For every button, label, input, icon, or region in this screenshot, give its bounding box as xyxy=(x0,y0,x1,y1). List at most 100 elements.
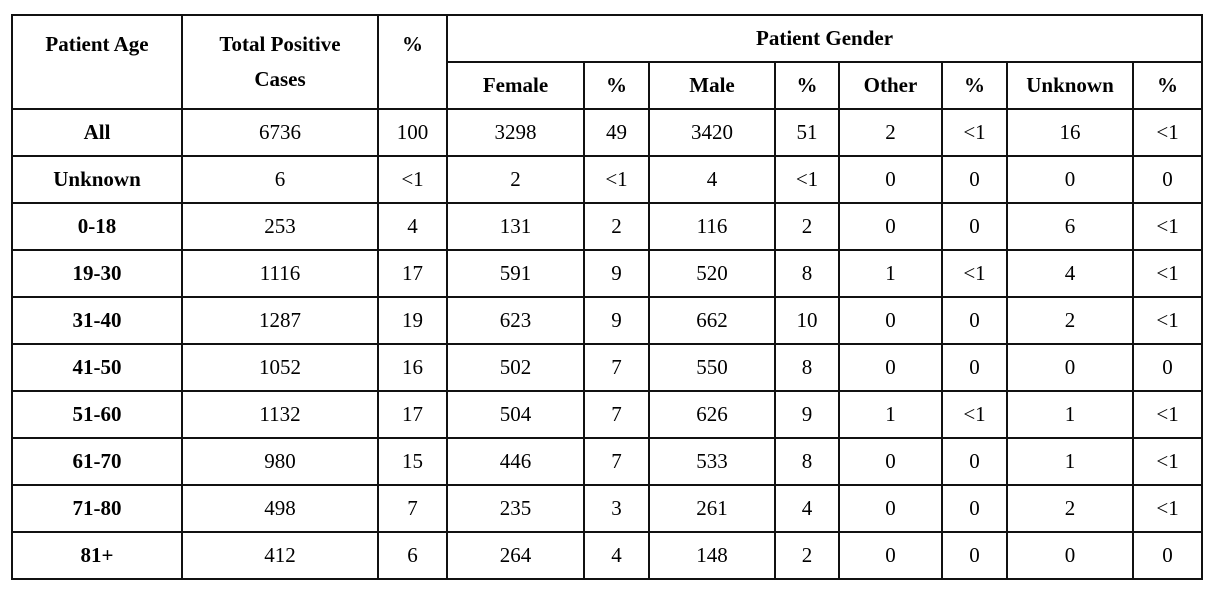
header-female: Female xyxy=(446,61,585,110)
cell-male: 533 xyxy=(648,437,776,486)
cell-total-percent: 17 xyxy=(377,390,448,439)
header-female-percent: % xyxy=(583,61,650,110)
cell-unknown: 2 xyxy=(1006,484,1134,533)
cell-male: 116 xyxy=(648,202,776,251)
cell-female-percent: 9 xyxy=(583,249,650,298)
cell-other-percent: 0 xyxy=(941,437,1008,486)
cell-male-percent: 2 xyxy=(774,531,840,580)
cell-total-percent: 16 xyxy=(377,343,448,392)
cell-total: 980 xyxy=(181,437,379,486)
cell-unknown: 2 xyxy=(1006,296,1134,345)
cell-female-percent: 7 xyxy=(583,390,650,439)
table-row: 61-70 980 15 446 7 533 8 0 0 1 <1 xyxy=(11,437,1204,486)
cell-female-percent: 49 xyxy=(583,108,650,157)
table-row: 31-40 1287 19 623 9 662 10 0 0 2 <1 xyxy=(11,296,1204,345)
cell-female: 2 xyxy=(446,155,585,204)
cell-male-percent: 8 xyxy=(774,343,840,392)
cell-male-percent: 51 xyxy=(774,108,840,157)
cell-total: 6736 xyxy=(181,108,379,157)
cell-other: 0 xyxy=(838,437,943,486)
cell-age: Unknown xyxy=(11,155,183,204)
cell-other: 0 xyxy=(838,296,943,345)
cell-female-percent: 3 xyxy=(583,484,650,533)
cell-male-percent: 8 xyxy=(774,249,840,298)
cell-other-percent: 0 xyxy=(941,202,1008,251)
cell-female-percent: 9 xyxy=(583,296,650,345)
cell-total: 1132 xyxy=(181,390,379,439)
cell-unknown-percent: <1 xyxy=(1131,108,1204,157)
cell-female-percent: 2 xyxy=(583,202,650,251)
cell-other: 0 xyxy=(838,484,943,533)
cell-female-percent: 7 xyxy=(583,437,650,486)
cell-male: 626 xyxy=(648,390,776,439)
cell-female-percent: <1 xyxy=(583,155,650,204)
cell-other: 0 xyxy=(838,531,943,580)
cell-other-percent: 0 xyxy=(941,484,1008,533)
cell-other-percent: <1 xyxy=(941,390,1008,439)
cell-other: 1 xyxy=(838,249,943,298)
cell-unknown-percent: <1 xyxy=(1131,249,1204,298)
cell-unknown: 0 xyxy=(1006,343,1134,392)
cell-male-percent: 4 xyxy=(774,484,840,533)
cell-age: 71-80 xyxy=(11,484,183,533)
cell-male-percent: 9 xyxy=(774,390,840,439)
table-row: 51-60 1132 17 504 7 626 9 1 <1 1 <1 xyxy=(11,390,1204,439)
cell-other: 0 xyxy=(838,343,943,392)
cell-unknown: 0 xyxy=(1006,155,1134,204)
cell-other: 2 xyxy=(838,108,943,157)
header-patient-gender: Patient Gender xyxy=(445,14,1204,63)
cell-total: 1052 xyxy=(181,343,379,392)
cell-total-percent: <1 xyxy=(377,155,448,204)
cell-female-percent: 4 xyxy=(583,531,650,580)
table-row: 71-80 498 7 235 3 261 4 0 0 2 <1 xyxy=(11,484,1204,533)
cell-unknown-percent: 0 xyxy=(1131,343,1204,392)
header-total-positive-cases: Total Positive Cases xyxy=(181,14,379,110)
cell-total-percent: 15 xyxy=(377,437,448,486)
header-unknown: Unknown xyxy=(1006,61,1134,110)
cell-age: 81+ xyxy=(11,531,183,580)
cell-age: 0-18 xyxy=(11,202,183,251)
cell-age: 51-60 xyxy=(11,390,183,439)
table-row: 19-30 1116 17 591 9 520 8 1 <1 4 <1 xyxy=(11,249,1204,298)
cell-unknown: 1 xyxy=(1006,437,1134,486)
cell-female: 264 xyxy=(446,531,585,580)
cell-other: 0 xyxy=(838,155,943,204)
cell-total: 412 xyxy=(181,531,379,580)
cell-male-percent: 2 xyxy=(774,202,840,251)
cell-total: 1287 xyxy=(181,296,379,345)
header-patient-age: Patient Age xyxy=(11,14,183,110)
cell-male: 4 xyxy=(648,155,776,204)
cell-unknown-percent: 0 xyxy=(1131,531,1204,580)
cell-total: 253 xyxy=(181,202,379,251)
table-row: 41-50 1052 16 502 7 550 8 0 0 0 0 xyxy=(11,343,1204,392)
cell-total-percent: 17 xyxy=(377,249,448,298)
cell-unknown-percent: <1 xyxy=(1131,296,1204,345)
cell-total: 1116 xyxy=(181,249,379,298)
cell-total: 498 xyxy=(181,484,379,533)
cell-female: 591 xyxy=(446,249,585,298)
cell-male: 148 xyxy=(648,531,776,580)
cell-male: 662 xyxy=(648,296,776,345)
cell-unknown: 0 xyxy=(1006,531,1134,580)
cell-other-percent: <1 xyxy=(941,108,1008,157)
patient-age-gender-table: Patient Age Total Positive Cases % Patie… xyxy=(11,14,1204,580)
cell-female: 502 xyxy=(446,343,585,392)
cell-unknown-percent: <1 xyxy=(1131,484,1204,533)
table-row: 0-18 253 4 131 2 116 2 0 0 6 <1 xyxy=(11,202,1204,251)
cell-unknown-percent: <1 xyxy=(1131,390,1204,439)
cell-male: 520 xyxy=(648,249,776,298)
cell-female: 623 xyxy=(446,296,585,345)
cell-female: 235 xyxy=(446,484,585,533)
cell-male-percent: 10 xyxy=(774,296,840,345)
cell-unknown: 1 xyxy=(1006,390,1134,439)
cell-male: 261 xyxy=(648,484,776,533)
cell-total-percent: 4 xyxy=(377,202,448,251)
cell-age: 19-30 xyxy=(11,249,183,298)
cell-male-percent: 8 xyxy=(774,437,840,486)
cell-other: 0 xyxy=(838,202,943,251)
header-male: Male xyxy=(648,61,776,110)
cell-total: 6 xyxy=(181,155,379,204)
header-other-percent: % xyxy=(941,61,1008,110)
table-row: Unknown 6 <1 2 <1 4 <1 0 0 0 0 xyxy=(11,155,1204,204)
header-unknown-percent: % xyxy=(1131,61,1204,110)
